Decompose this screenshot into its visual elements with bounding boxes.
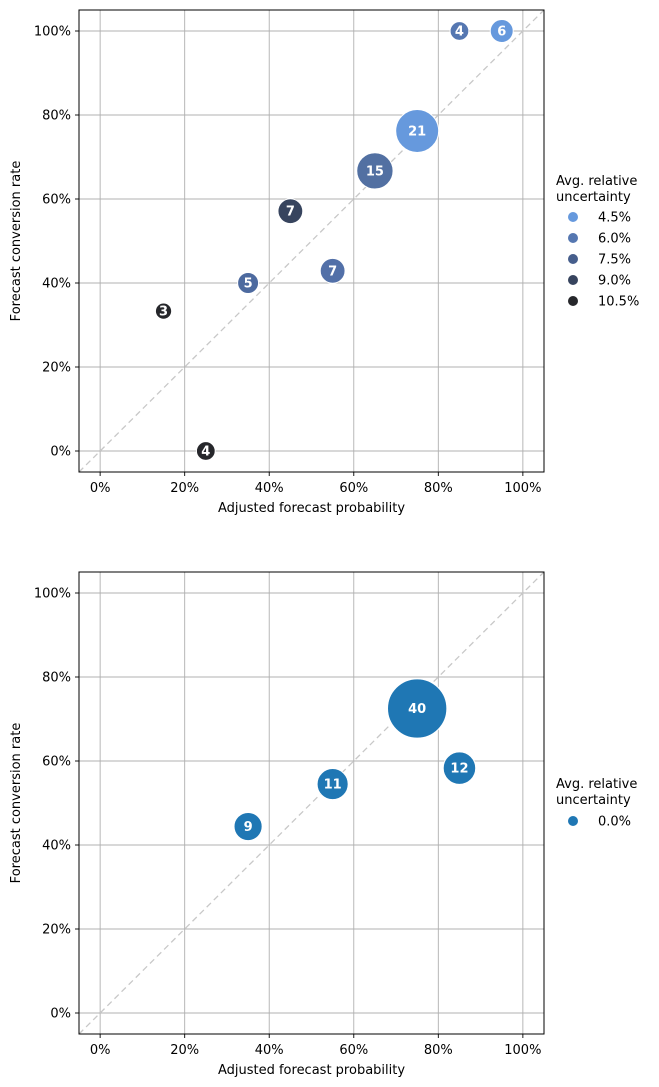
x-tick-label: 100% bbox=[504, 1043, 541, 1058]
legend-entry-label: 6.0% bbox=[598, 232, 631, 247]
data-point bbox=[237, 272, 260, 294]
legend-marker bbox=[568, 296, 578, 306]
axes-frame bbox=[78, 9, 545, 473]
data-point bbox=[195, 441, 216, 461]
chart-1: 0% 0% 20% 20% 40% 40% 60% 60% 80% 80% 100% 100% Adju… bbox=[9, 9, 639, 516]
legend-marker bbox=[568, 816, 578, 826]
data-point-label: 7 bbox=[286, 205, 295, 220]
y-tick-label: 100% bbox=[34, 25, 71, 40]
y-tick-label: 20% bbox=[42, 923, 71, 938]
data-point-label: 5 bbox=[244, 277, 253, 292]
x-tick-label: 40% bbox=[255, 481, 284, 496]
data-point bbox=[489, 19, 514, 43]
y-axis-label: Forecast conversion rate bbox=[9, 723, 24, 884]
data-point bbox=[154, 302, 173, 320]
data-point-label: 21 bbox=[408, 124, 426, 139]
data-point bbox=[277, 198, 304, 225]
y-axis-label: Forecast conversion rate bbox=[9, 161, 24, 322]
y-tick-label: 0% bbox=[50, 1007, 71, 1022]
data-point-label: 40 bbox=[408, 702, 426, 717]
legend-marker bbox=[568, 212, 578, 222]
x-tick-label: 20% bbox=[170, 1043, 199, 1058]
y-tick-label: 80% bbox=[42, 109, 71, 124]
y-tick-label: 0% bbox=[50, 445, 71, 460]
legend-title: Avg. relative bbox=[556, 777, 637, 792]
x-axis-label: Adjusted forecast probability bbox=[218, 501, 405, 516]
legend-entry-label: 7.5% bbox=[598, 253, 631, 268]
y-tick-label: 60% bbox=[42, 193, 71, 208]
y-tick-label: 60% bbox=[42, 755, 71, 770]
legend-title: uncertainty bbox=[556, 793, 631, 808]
legend-entry-label: 9.0% bbox=[598, 274, 631, 289]
y-tick-label: 20% bbox=[42, 361, 71, 376]
x-tick-label: 0% bbox=[90, 481, 111, 496]
data-point-label: 11 bbox=[324, 778, 342, 793]
data-point bbox=[442, 751, 477, 785]
data-point bbox=[356, 152, 394, 190]
data-point-label: 6 bbox=[497, 25, 506, 40]
y-tick-label: 100% bbox=[34, 587, 71, 602]
y-tick-label: 40% bbox=[42, 277, 71, 292]
data-point bbox=[316, 768, 349, 801]
y-tick-label: 80% bbox=[42, 671, 71, 686]
data-point bbox=[233, 811, 263, 842]
legend-title: Avg. relative bbox=[556, 174, 637, 189]
data-point bbox=[319, 257, 346, 284]
x-tick-label: 80% bbox=[424, 1043, 453, 1058]
x-axis-label: Adjusted forecast probability bbox=[218, 1063, 405, 1078]
data-point bbox=[449, 21, 470, 41]
data-point bbox=[395, 108, 440, 153]
legend-marker bbox=[568, 233, 578, 243]
x-tick-label: 20% bbox=[170, 481, 199, 496]
data-point bbox=[387, 678, 448, 739]
legend-title: uncertainty bbox=[556, 190, 631, 205]
data-point-label: 9 bbox=[244, 820, 253, 835]
data-point-label: 3 bbox=[159, 305, 168, 320]
data-point-label: 12 bbox=[450, 762, 468, 777]
legend-entry-label: 10.5% bbox=[598, 295, 639, 310]
x-tick-label: 80% bbox=[424, 481, 453, 496]
chart-2: 0% 0% 20% 20% 40% 40% 60% 60% 80% 80% 100% 100% Adju… bbox=[9, 571, 637, 1078]
x-tick-label: 40% bbox=[255, 1043, 284, 1058]
data-point-label: 4 bbox=[455, 25, 464, 40]
data-point-label: 7 bbox=[328, 264, 337, 279]
data-point-label: 4 bbox=[201, 445, 210, 460]
legend-entry-label: 0.0% bbox=[598, 815, 631, 830]
legend-entry-label: 4.5% bbox=[598, 211, 631, 226]
legend-marker bbox=[568, 254, 578, 264]
x-tick-label: 60% bbox=[339, 1043, 368, 1058]
x-tick-label: 60% bbox=[339, 481, 368, 496]
x-tick-label: 0% bbox=[90, 1043, 111, 1058]
data-point-label: 15 bbox=[366, 164, 384, 179]
y-tick-label: 40% bbox=[42, 839, 71, 854]
legend-marker bbox=[568, 275, 578, 285]
x-tick-label: 100% bbox=[504, 481, 541, 496]
axes-frame bbox=[78, 571, 545, 1035]
